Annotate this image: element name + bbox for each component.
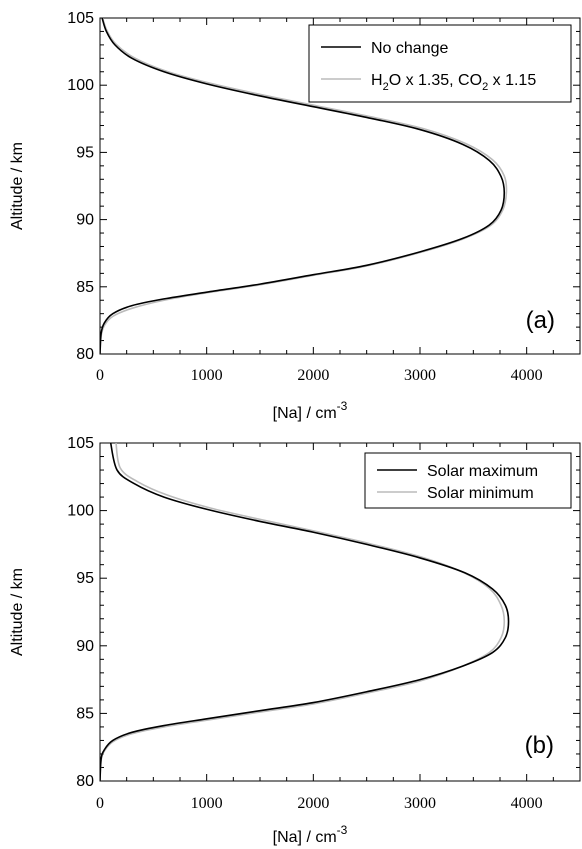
y-tick-label: 90 xyxy=(76,212,94,229)
legend-box xyxy=(364,452,572,509)
series-line-1 xyxy=(100,443,510,781)
x-tick-label: 2000 xyxy=(297,795,329,812)
y-tick-label: 100 xyxy=(67,77,94,94)
y-axis-title: Altitude / km xyxy=(9,142,26,230)
y-axis-title: Altitude / km xyxy=(9,568,26,656)
y-tick-label: 85 xyxy=(76,705,94,722)
y-tick-label: 100 xyxy=(67,503,94,520)
x-tick-label: 0 xyxy=(96,367,104,384)
legend-label: No change xyxy=(371,40,448,57)
series-line-2 xyxy=(100,443,506,781)
series-line-2 xyxy=(100,18,508,354)
y-tick-label: 105 xyxy=(67,435,94,452)
x-tick-label: 3000 xyxy=(404,367,436,384)
x-tick-label: 0 xyxy=(96,795,104,812)
x-tick-label: 1000 xyxy=(191,795,223,812)
legend-label: H2O x 1.35, CO2 x 1.15 xyxy=(371,72,536,93)
y-tick-label: 80 xyxy=(76,773,94,790)
x-tick-label: 3000 xyxy=(404,795,436,812)
x-axis-title: [Na] / cm-3 xyxy=(273,823,348,846)
y-tick-label: 85 xyxy=(76,279,94,296)
series-line-1 xyxy=(100,18,506,354)
x-tick-label: 2000 xyxy=(297,367,329,384)
x-axis-title: [Na] / cm-3 xyxy=(273,399,348,422)
panel-a: 80 85 90 95 100 105 0 1000 2000 3000 4000 [Na] / cm… xyxy=(9,10,581,422)
y-tick-label: 95 xyxy=(76,570,94,587)
legend-label: Solar minimum xyxy=(427,485,534,502)
panel-label: (a) xyxy=(526,307,555,334)
legend-label: Solar maximum xyxy=(427,463,538,480)
y-tick-label: 80 xyxy=(76,346,94,363)
legend-box xyxy=(308,24,572,103)
panel-label: (b) xyxy=(525,732,554,759)
panel-b: 80 85 90 95 100 105 0 1000 2000 3000 4000 [Na] / cm… xyxy=(9,435,581,846)
x-tick-label: 1000 xyxy=(191,367,223,384)
y-tick-label: 105 xyxy=(67,10,94,27)
x-tick-label: 4000 xyxy=(511,795,543,812)
x-tick-label: 4000 xyxy=(511,367,543,384)
y-tick-label: 90 xyxy=(76,638,94,655)
y-tick-label: 95 xyxy=(76,144,94,161)
